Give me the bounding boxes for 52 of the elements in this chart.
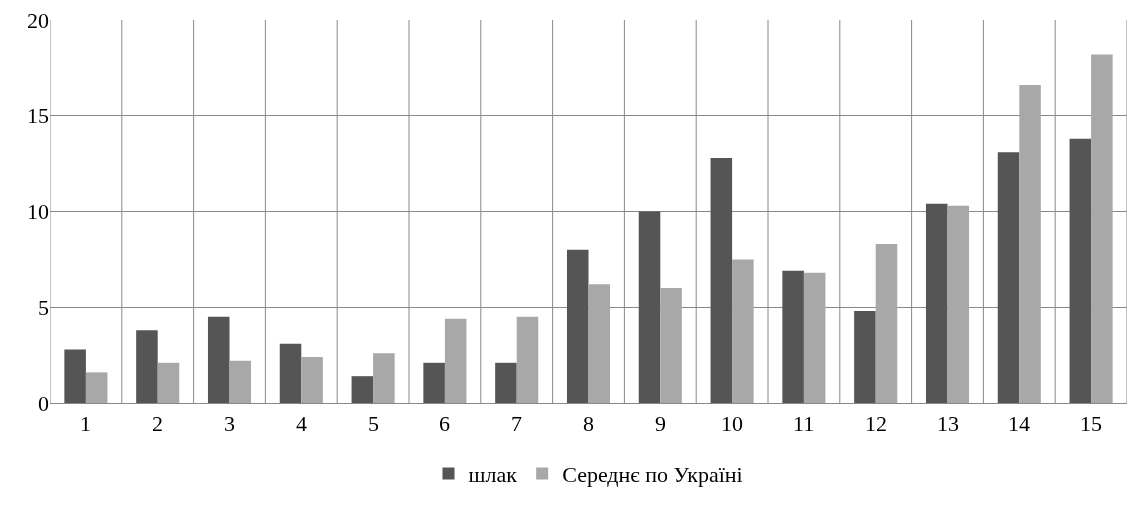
bar [495, 362, 517, 403]
bar [660, 288, 682, 403]
x-tick-label: 7 [511, 411, 522, 436]
bar [444, 318, 467, 403]
x-tick-label: 10 [721, 411, 743, 436]
x-tick-label: 12 [865, 411, 887, 436]
bar [566, 249, 589, 403]
bar [351, 376, 374, 403]
legend-label: Середнє по Україні [562, 462, 743, 488]
bar [638, 211, 661, 403]
bar [925, 203, 948, 403]
bar [516, 316, 539, 403]
bar [229, 360, 252, 403]
bar [301, 357, 323, 403]
y-tick-label: 5 [38, 294, 49, 320]
x-tick-label: 3 [224, 411, 235, 436]
bar [207, 316, 230, 403]
x-tick-label: 4 [296, 411, 307, 436]
bar [997, 152, 1020, 403]
bar [64, 349, 86, 403]
bar [1069, 138, 1092, 403]
bar [1091, 54, 1113, 403]
x-tick-label: 11 [793, 411, 815, 436]
bar [588, 284, 611, 403]
x-tick-label: 5 [368, 411, 379, 436]
bar [947, 205, 970, 403]
legend-label: шлак [468, 462, 518, 488]
y-tick-label: 10 [27, 199, 49, 225]
x-tick-label: 15 [1080, 411, 1102, 436]
x-tick-label: 1 [80, 411, 91, 436]
bar [279, 343, 302, 403]
y-tick-label: 20 [27, 7, 49, 33]
x-tick-label: 2 [152, 411, 163, 436]
bar [732, 259, 754, 403]
bar [136, 330, 158, 403]
bar [782, 270, 804, 403]
bar [1019, 85, 1041, 403]
bar [803, 272, 826, 403]
bar [710, 157, 733, 403]
x-tick-label: 13 [937, 411, 959, 436]
x-tick-label: 14 [1008, 411, 1030, 436]
bar [373, 353, 395, 403]
bar [157, 362, 180, 403]
x-tick-label: 8 [583, 411, 594, 436]
bar [854, 311, 876, 403]
x-tick-label: 9 [655, 411, 666, 436]
x-tick-label: 6 [439, 411, 450, 436]
y-tick-label: 15 [27, 103, 49, 129]
bar [85, 372, 108, 403]
bar [423, 362, 445, 403]
bar [875, 244, 898, 403]
y-tick-label: 0 [38, 390, 49, 416]
